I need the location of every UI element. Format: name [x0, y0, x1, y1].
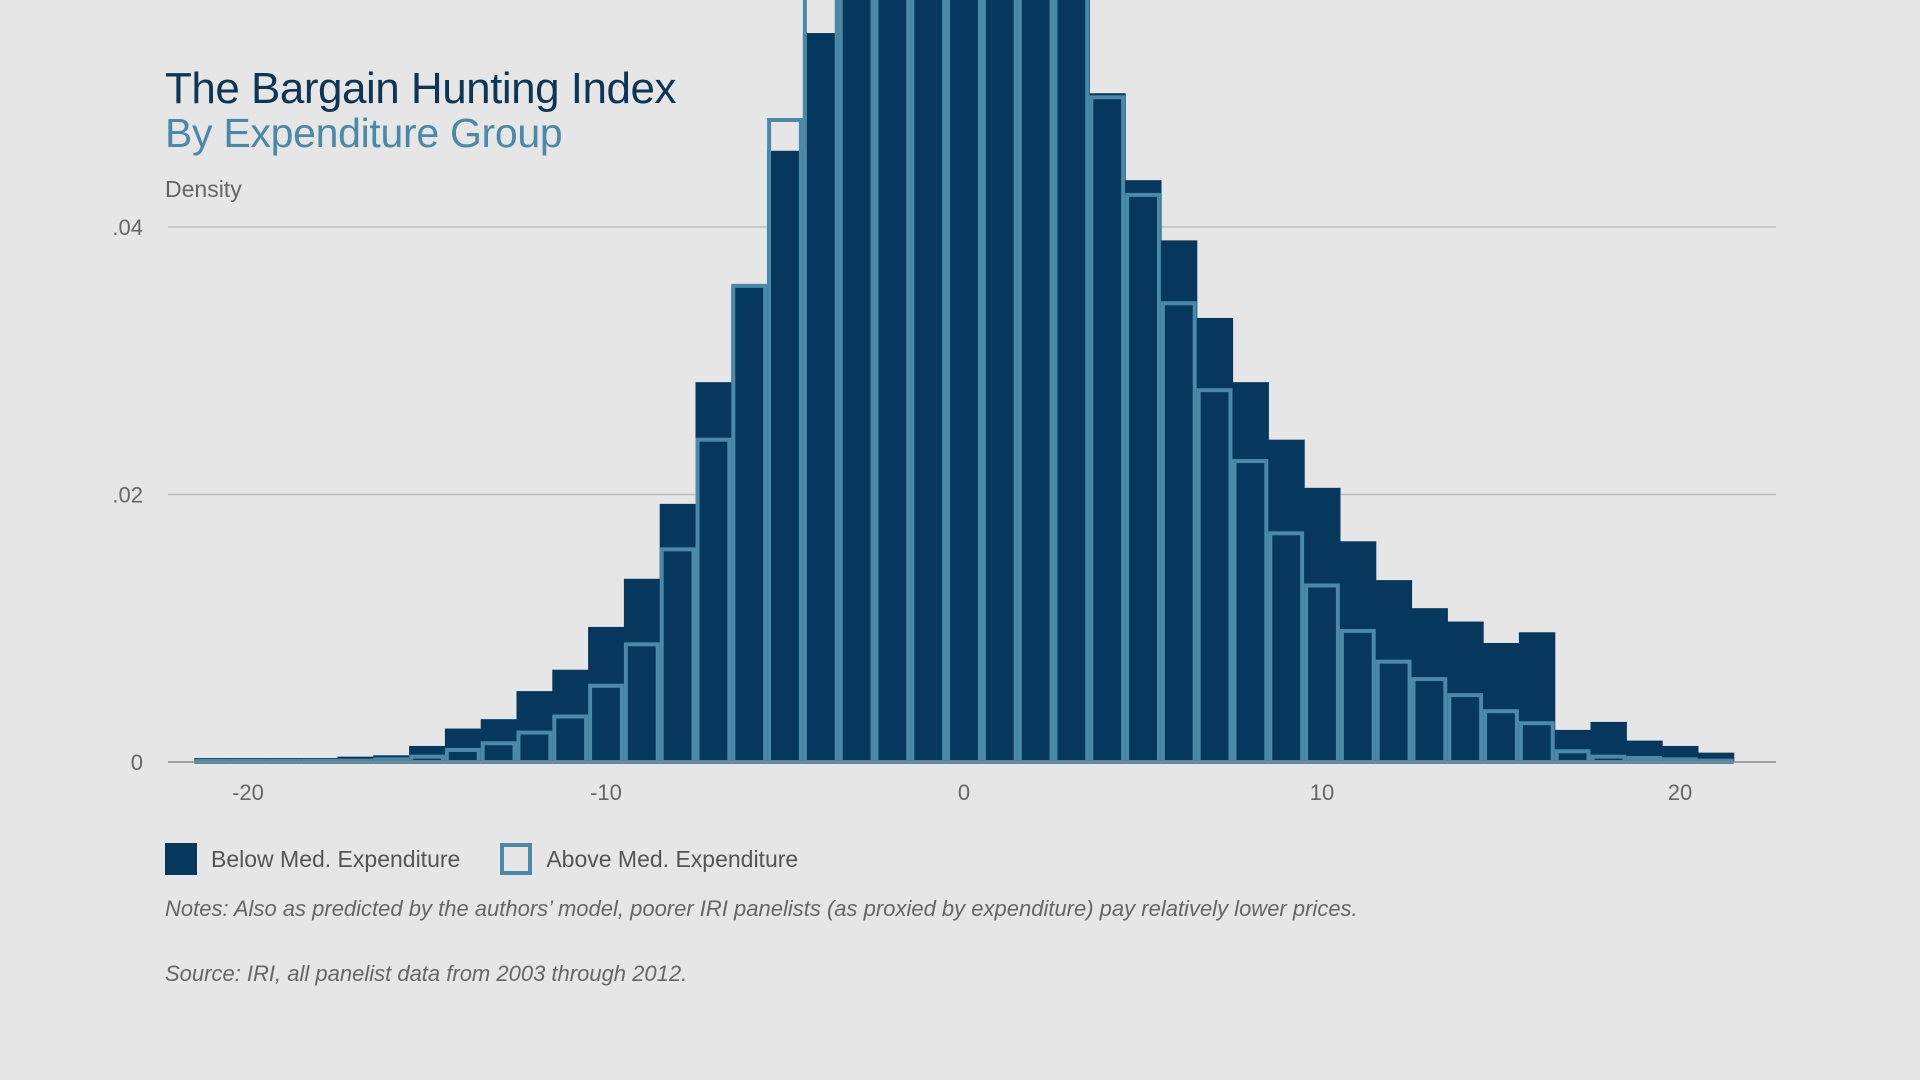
bar-below [444, 728, 482, 762]
bar-below [623, 578, 661, 762]
bar-below [409, 745, 446, 762]
bar-below [1268, 439, 1305, 762]
bar-below [1554, 729, 1592, 762]
bar-below [946, 0, 983, 762]
bar-below [1017, 0, 1055, 762]
bar-below [874, 0, 911, 762]
legend-swatch-above [500, 843, 533, 875]
y-tick-label: .04 [112, 215, 143, 240]
bar-below [838, 0, 876, 763]
x-tick-label: -20 [232, 780, 264, 805]
bar-below [516, 691, 553, 762]
x-tick-label: 20 [1668, 780, 1692, 805]
bar-below [1339, 541, 1377, 762]
y-axis-ticks: 0.02.04.06.08 [112, 215, 143, 775]
y-tick-label: 0 [131, 750, 143, 775]
bar-below [695, 382, 732, 762]
bar-below [1160, 240, 1198, 762]
x-tick-label: 0 [958, 780, 970, 805]
bar-below [910, 0, 947, 762]
bar-below [1304, 487, 1341, 762]
series-below-median [194, 0, 1735, 763]
x-tick-label: 10 [1310, 780, 1334, 805]
bar-below [1196, 317, 1234, 762]
bar-below [659, 503, 697, 762]
chart-title: The Bargain Hunting Index [165, 64, 676, 113]
bar-below [1447, 621, 1484, 762]
bar-below [1089, 93, 1126, 762]
chart-notes: Notes: Also as predicted by the authors’… [165, 896, 1358, 921]
bar-below [1518, 632, 1556, 762]
bar-below [802, 33, 840, 762]
legend-item-above: Above Med. Expenditure [500, 843, 798, 875]
bar-below [1697, 752, 1735, 762]
legend-swatch-below [165, 843, 197, 875]
legend: Below Med. Expenditure Above Med. Expend… [165, 843, 838, 875]
bar-below [1483, 642, 1520, 762]
chart-subtitle: By Expenditure Group [165, 110, 563, 156]
bar-below [1411, 608, 1448, 762]
bar-below [480, 719, 518, 762]
x-axis: -20 -10 0 10 20 [168, 761, 1776, 805]
legend-label-above: Above Med. Expenditure [546, 845, 799, 872]
legend-item-below: Below Med. Expenditure [165, 843, 460, 875]
bar-below [767, 150, 804, 762]
bar-below [731, 285, 768, 762]
x-tick-label: -10 [590, 780, 622, 805]
bar-below [588, 626, 625, 762]
y-tick-label: .02 [112, 483, 143, 508]
bar-below [981, 0, 1019, 762]
bar-below [1125, 180, 1162, 762]
y-axis-label: Density [165, 176, 242, 202]
chart-source: Source: IRI, all panelist data from 2003… [165, 961, 688, 986]
bar-below [1232, 382, 1269, 762]
legend-label-below: Below Med. Expenditure [211, 845, 461, 872]
bar-below [1053, 0, 1090, 762]
bar-below [1375, 580, 1413, 762]
